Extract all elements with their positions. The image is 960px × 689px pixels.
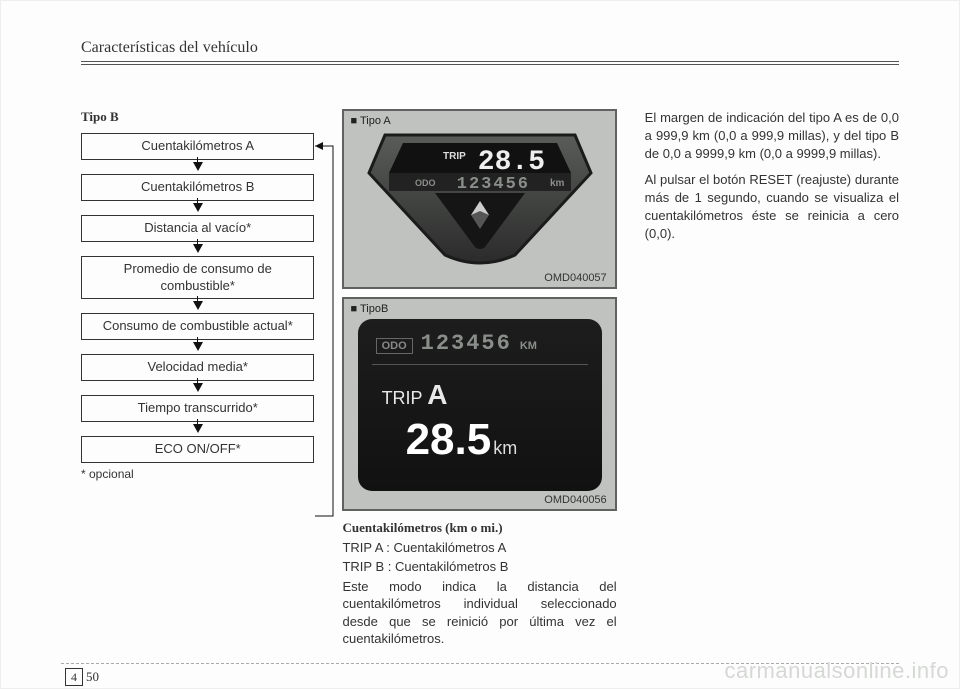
display-b-panel: ■ TipoB ODO 123456 KM TRIP A 28.5km: [342, 297, 616, 511]
tipo-b-label: Tipo B: [81, 109, 314, 125]
display-b-label: ■ TipoB: [350, 303, 388, 315]
flow-arrow: [193, 203, 203, 212]
odo-value-b: 123456: [421, 331, 512, 356]
display-a-label: ■ Tipo A: [350, 115, 390, 127]
trip-b-line: TRIP B : Cuentakilómetros B: [342, 558, 616, 576]
display-column: ■ Tipo A TRIP 28.5: [342, 109, 616, 650]
odo-label: ODO: [415, 178, 436, 188]
trip-value-b: 28.5: [406, 415, 492, 465]
display-b-id: OMD040056: [544, 494, 606, 506]
flow-box-0: Cuentakilómetros A: [81, 133, 314, 160]
display-a-panel: ■ Tipo A TRIP 28.5: [342, 109, 616, 289]
page-number: 50: [86, 669, 99, 684]
trip-label: TRIP: [443, 151, 466, 162]
odo-label-b: ODO: [376, 338, 413, 354]
flow-box-1: Cuentakilómetros B: [81, 174, 314, 201]
trip-a-line: TRIP A : Cuentakilómetros A: [342, 539, 616, 557]
odo-unit-b: KM: [520, 340, 537, 352]
flow-arrow: [193, 244, 203, 253]
trip-label-b-letter: A: [427, 379, 447, 410]
page-title: Características del vehículo: [81, 39, 899, 57]
flow-column: Tipo B Cuentakilómetros A Cuentakilómetr…: [81, 109, 314, 650]
flow-box-7: ECO ON/OFF*: [81, 436, 314, 463]
col2-text: Cuentakilómetros (km o mi.) TRIP A : Cue…: [342, 519, 616, 648]
cuentakm-heading: Cuentakilómetros (km o mi.): [342, 519, 616, 537]
flow-box-5: Velocidad media*: [81, 354, 314, 381]
flow-arrow: [193, 162, 203, 171]
display-b-screen: ODO 123456 KM TRIP A 28.5km: [358, 319, 602, 491]
col3-text: El margen de indicación del tipo A es de…: [645, 109, 899, 650]
trip-unit-b: km: [493, 438, 517, 458]
flow-arrow: [193, 424, 203, 433]
header-rule: [81, 61, 899, 65]
flow-box-3: Promedio de consumo de combustible*: [81, 256, 314, 300]
trip-label-b-pre: TRIP: [382, 388, 423, 408]
odo-unit: km: [550, 178, 565, 189]
flow-arrow: [193, 342, 203, 351]
col2-para: Este modo indica la distancia del cuenta…: [342, 578, 616, 648]
flow-box-2: Distancia al vacío*: [81, 215, 314, 242]
flow-loop-line: [315, 135, 339, 523]
odo-value: 123456: [456, 175, 529, 194]
footer-page: 450: [65, 669, 99, 685]
flow-arrow: [193, 301, 203, 310]
watermark: carmanualsonline.info: [724, 658, 949, 684]
display-a-shield: TRIP 28.5 ODO 123456 km: [365, 129, 595, 269]
flow-box-6: Tiempo transcurrido*: [81, 395, 314, 422]
display-a-id: OMD040057: [544, 272, 606, 284]
flow-box-4: Consumo de combustible actual*: [81, 313, 314, 340]
flow-arrow: [193, 383, 203, 392]
section-number: 4: [65, 668, 83, 686]
col3-para1: El margen de indicación del tipo A es de…: [645, 109, 899, 163]
opcional-note: * opcional: [81, 467, 314, 481]
col3-para2: Al pulsar el botón RESET (reajuste) dura…: [645, 171, 899, 243]
